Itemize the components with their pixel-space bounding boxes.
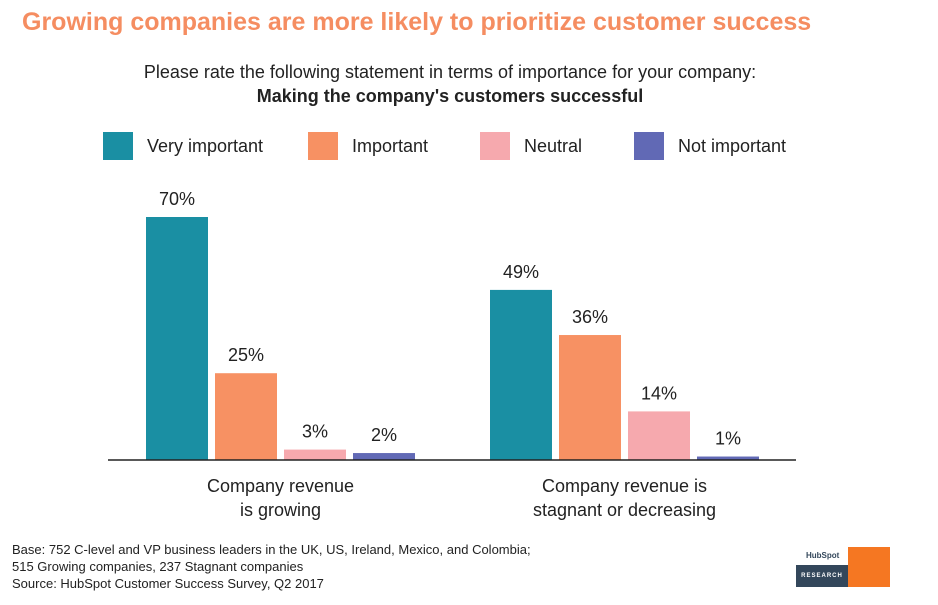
bar-very-important bbox=[490, 289, 552, 460]
category-label: is growing bbox=[240, 500, 321, 520]
category-label: Company revenue is bbox=[542, 476, 707, 496]
data-label: 49% bbox=[503, 262, 539, 282]
legend-swatch bbox=[308, 132, 338, 160]
footer-base: Base: 752 C-level and VP business leader… bbox=[12, 542, 531, 557]
data-label: 36% bbox=[572, 307, 608, 327]
legend-label: Very important bbox=[147, 135, 264, 156]
legend-item-very-important: Very important bbox=[103, 132, 263, 160]
footer-source: Source: HubSpot Customer Success Survey,… bbox=[12, 576, 324, 591]
bar-neutral bbox=[284, 449, 346, 460]
hubspot-research-logo: HubSpot RESEARCH bbox=[796, 547, 892, 589]
logo-orange-block bbox=[848, 547, 890, 587]
chart-subtitle: Please rate the following statement in t… bbox=[143, 62, 757, 82]
legend-label: Neutral bbox=[524, 135, 583, 156]
chart-statement: Making the company's customers successfu… bbox=[256, 86, 644, 106]
legend-swatch bbox=[634, 132, 664, 160]
bar-neutral bbox=[628, 411, 690, 460]
data-label: 3% bbox=[302, 422, 328, 442]
data-label: 2% bbox=[371, 425, 397, 445]
data-label: 14% bbox=[641, 383, 677, 403]
footer-notes: Base: 752 C-level and VP business leader… bbox=[12, 541, 531, 592]
bar-very-important bbox=[146, 217, 208, 460]
legend-item-important: Important bbox=[308, 132, 428, 160]
bar-important bbox=[215, 373, 277, 460]
legend-item-not-important: Not important bbox=[634, 132, 786, 160]
bar-not-important bbox=[697, 456, 759, 460]
legend-label: Not important bbox=[678, 135, 787, 156]
data-label: 70% bbox=[159, 189, 195, 209]
legend-swatch bbox=[480, 132, 510, 160]
bar-important bbox=[559, 335, 621, 460]
logo-tag: RESEARCH bbox=[796, 565, 848, 587]
legend-item-neutral: Neutral bbox=[480, 132, 582, 160]
data-label: 1% bbox=[715, 429, 741, 449]
category-label: stagnant or decreasing bbox=[533, 500, 716, 520]
bar-chart: 70% 25% 3% 2% Company revenue is growing 49% 36… bbox=[108, 189, 796, 520]
legend-swatch bbox=[103, 132, 133, 160]
chart-title: Growing companies are more likely to pri… bbox=[22, 8, 812, 36]
legend-label: Important bbox=[352, 135, 429, 156]
footer-counts: 515 Growing companies, 237 Stagnant comp… bbox=[12, 559, 304, 574]
data-label: 25% bbox=[228, 345, 264, 365]
category-label: Company revenue bbox=[207, 476, 354, 496]
logo-brand: HubSpot bbox=[806, 551, 840, 560]
bar-not-important bbox=[353, 453, 415, 460]
